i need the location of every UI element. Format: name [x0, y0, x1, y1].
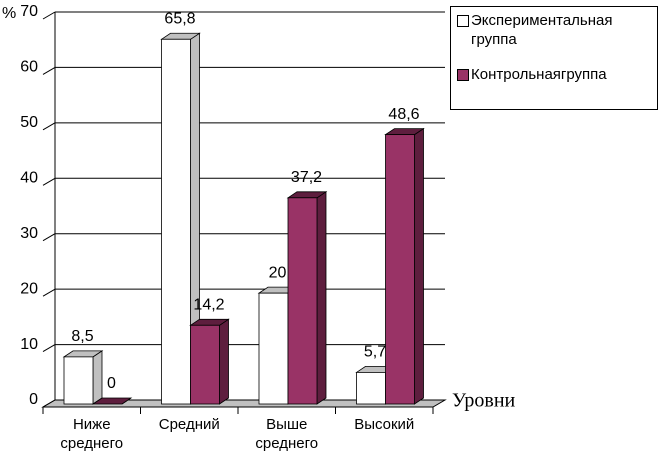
bar-side	[414, 127, 424, 405]
y-tick	[42, 122, 56, 131]
y-tick	[42, 66, 56, 75]
x-axis-label: Уровни	[452, 390, 516, 412]
bar-front	[190, 324, 220, 405]
y-tick-label: 20	[20, 280, 38, 297]
value-label: 5,7	[364, 344, 386, 361]
legend-item: Экспериментальная группа	[457, 11, 653, 49]
y-tick	[42, 288, 56, 297]
bar	[62, 350, 104, 405]
value-label: 37,2	[291, 169, 322, 186]
bar	[189, 318, 230, 405]
bar-front	[161, 38, 191, 405]
bar-side	[92, 350, 103, 405]
y-tick	[42, 344, 56, 353]
legend: Экспериментальная группа Контрольнаягрупп…	[450, 6, 658, 110]
bar-front	[287, 197, 318, 405]
y-tick-label: 70	[20, 3, 38, 20]
y-tick	[42, 11, 56, 20]
bar-front	[258, 292, 289, 405]
bar	[160, 32, 201, 405]
legend-label: Контрольнаягруппа	[471, 66, 607, 83]
legend-item: Контрольнаягруппа	[457, 65, 653, 84]
y-axis-label: %	[2, 5, 16, 22]
legend-swatch	[457, 69, 469, 81]
value-label: 48,6	[388, 106, 419, 123]
legend-swatch	[457, 15, 469, 27]
x-tick-label: Высокий	[354, 416, 415, 433]
bar-top	[91, 397, 133, 405]
value-label: 8,5	[71, 328, 93, 345]
y-tick	[42, 399, 56, 408]
y-tick-label: 50	[20, 114, 38, 131]
bar-front	[63, 356, 94, 405]
y-tick	[42, 177, 56, 186]
x-tick-label: Средний	[158, 416, 220, 433]
bar-front	[385, 134, 415, 405]
y-tick	[42, 233, 56, 242]
x-tick-label: Выше среднего	[255, 416, 319, 452]
y-tick-label: 0	[29, 391, 38, 408]
y-tick-label: 10	[20, 336, 38, 353]
value-label: 65,8	[164, 10, 195, 27]
y-tick-label: 60	[20, 59, 38, 76]
legend-label: Экспериментальная группа	[471, 12, 613, 48]
bar-side	[219, 318, 229, 405]
y-tick-label: 40	[20, 170, 38, 187]
bar-front	[356, 372, 386, 405]
y-tick-label: 30	[20, 225, 38, 242]
value-label: 0	[107, 375, 116, 392]
bar	[384, 127, 425, 405]
bar	[91, 397, 133, 405]
bar-side	[316, 191, 327, 405]
value-label: 20	[269, 264, 287, 281]
bar	[286, 191, 328, 405]
x-tick-label: Ниже среднего	[60, 416, 124, 452]
value-label: 14,2	[193, 297, 224, 314]
